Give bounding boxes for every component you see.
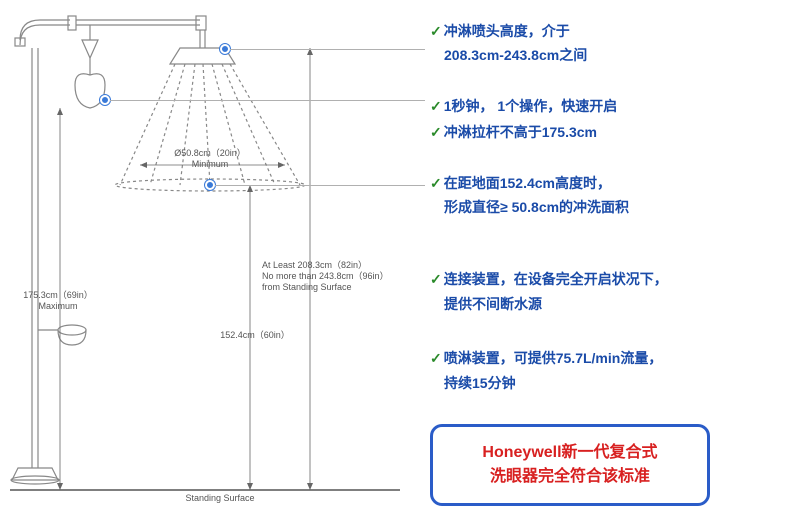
bullet-4: ✓在距地面152.4cm高度时， <box>430 172 790 194</box>
bullet-text: 在距地面152.4cm高度时， <box>444 175 611 191</box>
bullet-text: 冲淋喷头高度，介于 <box>444 23 570 39</box>
bullet-text: 连接装置，在设备完全开启状况下， <box>444 271 668 287</box>
bullet-3: ✓冲淋拉杆不高于175.3cm <box>430 121 790 143</box>
shower-schematic <box>0 0 420 513</box>
bullet-group-5: ✓连接装置，在设备完全开启状况下， 提供不间断水源 <box>430 268 790 315</box>
check-icon: ✓ <box>430 175 442 191</box>
callout-line1: Honeywell新一代复合式 <box>453 441 687 465</box>
bullet-1: ✓冲淋喷头高度，介于 <box>430 20 790 42</box>
leader-dot-2 <box>100 95 110 105</box>
check-icon: ✓ <box>430 23 442 39</box>
label-height-range: At Least 208.3cm（82in）No more than 243.8… <box>262 260 392 292</box>
bullet-text: 喷淋装置，可提供75.7L/min流量， <box>444 350 663 366</box>
bullet-5b: 提供不间断水源 <box>430 293 790 315</box>
label-baseline: Standing Surface <box>170 493 270 504</box>
bullet-group-6: ✓喷淋装置，可提供75.7L/min流量， 持续15分钟 <box>430 347 790 394</box>
bullet-4b: 形成直径≥ 50.8cm的冲洗面积 <box>430 196 790 218</box>
label-mid-height: 152.4cm（60in） <box>210 330 300 341</box>
label-min-dia: Ø50.8cm（20in）Minimum <box>150 148 270 170</box>
check-icon: ✓ <box>430 98 442 114</box>
label-height-max: 175.3cm（69in）Maximum <box>18 290 98 312</box>
bullet-5: ✓连接装置，在设备完全开启状况下， <box>430 268 790 290</box>
check-icon: ✓ <box>430 350 442 366</box>
bullet-text: 冲淋拉杆不高于175.3cm <box>444 124 597 140</box>
callout-line2: 洗眼器完全符合该标准 <box>453 465 687 489</box>
text-panel: ✓冲淋喷头高度，介于 208.3cm-243.8cm之间 ✓1秒钟， 1个操作，… <box>420 0 800 513</box>
bullet-group-2: ✓1秒钟， 1个操作，快速开启 <box>430 95 790 117</box>
bullet-2: ✓1秒钟， 1个操作，快速开启 <box>430 95 790 117</box>
check-icon: ✓ <box>430 271 442 287</box>
bullet-6: ✓喷淋装置，可提供75.7L/min流量， <box>430 347 790 369</box>
check-icon: ✓ <box>430 124 442 140</box>
callout-box: Honeywell新一代复合式 洗眼器完全符合该标准 <box>430 424 710 506</box>
bullet-text: 1秒钟， 1个操作，快速开启 <box>444 98 617 114</box>
bullet-6b: 持续15分钟 <box>430 372 790 394</box>
bullet-1b: 208.3cm-243.8cm之间 <box>430 44 790 66</box>
leader-3 <box>215 185 425 186</box>
leader-1 <box>230 49 425 50</box>
leader-dot-1 <box>220 44 230 54</box>
bullet-group-4: ✓在距地面152.4cm高度时， 形成直径≥ 50.8cm的冲洗面积 <box>430 172 790 219</box>
leader-dot-3 <box>205 180 215 190</box>
bullet-group-3: ✓冲淋拉杆不高于175.3cm <box>430 121 790 143</box>
leader-2 <box>110 100 425 101</box>
bullet-group-1: ✓冲淋喷头高度，介于 208.3cm-243.8cm之间 <box>430 20 790 67</box>
diagram-panel: Ø50.8cm（20in）Minimum 175.3cm（69in）Maximu… <box>0 0 420 513</box>
